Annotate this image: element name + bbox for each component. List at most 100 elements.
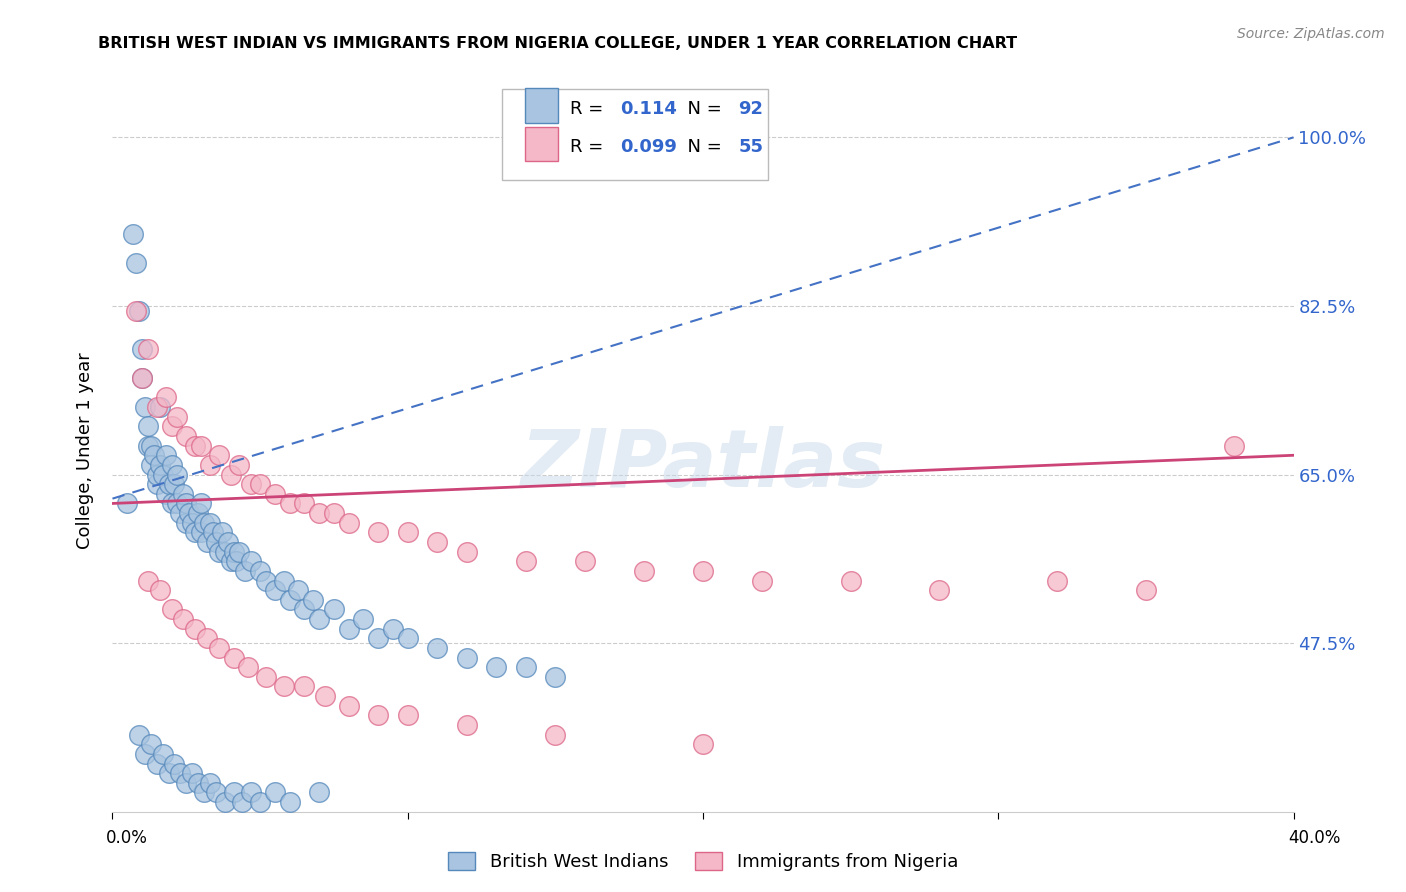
Point [128,728,150,742]
Point [485,660,508,674]
Point [139,737,162,751]
Point [205,785,228,799]
Point [146,400,169,414]
Point [308,612,330,626]
Point [152,747,174,761]
Point [249,795,271,809]
Point [134,747,156,761]
Point [142,448,165,462]
Point [225,554,247,568]
Point [169,766,191,780]
Text: 92: 92 [738,100,763,118]
Point [190,439,212,453]
Point [367,525,389,540]
Point [125,255,148,269]
Point [174,429,197,443]
Point [160,602,183,616]
Point [172,612,194,626]
Point [198,516,221,530]
Point [633,564,655,578]
Point [308,785,330,799]
Point [692,737,714,751]
Point [928,583,950,598]
Point [278,496,301,510]
Point [187,506,209,520]
Point [155,391,177,405]
Point [195,535,218,549]
Point [136,419,159,434]
Point [136,439,159,453]
Point [515,660,537,674]
Point [240,477,263,491]
Point [149,400,172,414]
Point [184,622,207,636]
Point [308,506,330,520]
Point [193,516,215,530]
Point [222,650,245,665]
Point [240,554,263,568]
Point [139,439,162,453]
Point [337,516,360,530]
Point [337,698,360,713]
Point [314,689,336,703]
Point [222,785,245,799]
Point [198,458,221,472]
Point [219,467,242,482]
Point [323,506,346,520]
Text: R =: R = [569,100,609,118]
Point [264,487,287,501]
Point [190,496,212,510]
Point [146,477,169,491]
Point [396,632,419,646]
Point [287,583,309,598]
Point [426,640,449,655]
Point [456,650,478,665]
Point [1046,574,1069,588]
Point [264,785,287,799]
Point [174,496,197,510]
Point [149,458,172,472]
Text: N =: N = [676,138,727,156]
Point [233,564,256,578]
Point [302,592,325,607]
Text: 0.0%: 0.0% [105,829,148,847]
Point [184,439,207,453]
Point [249,477,271,491]
Point [396,525,419,540]
Point [273,574,295,588]
Point [157,766,180,780]
Point [352,612,374,626]
Point [174,776,197,790]
Point [160,419,183,434]
Point [181,516,204,530]
Point [163,756,186,771]
Text: R =: R = [569,138,609,156]
FancyBboxPatch shape [524,127,558,161]
Point [214,544,236,558]
Point [240,785,263,799]
Point [131,371,153,385]
Text: 55: 55 [738,138,763,156]
Point [323,602,346,616]
Point [292,496,315,510]
Point [146,467,169,482]
Point [214,795,236,809]
Point [117,496,138,510]
Point [198,776,221,790]
Point [292,602,315,616]
Point [219,554,242,568]
Point [193,785,215,799]
Point [139,458,162,472]
Point [174,516,197,530]
Point [278,592,301,607]
Point [136,343,159,357]
Point [208,544,231,558]
Point [166,467,188,482]
Point [217,535,239,549]
Point [228,544,250,558]
Point [456,544,478,558]
Point [128,303,150,318]
Point [163,477,186,491]
Point [222,544,245,558]
Point [273,680,295,694]
